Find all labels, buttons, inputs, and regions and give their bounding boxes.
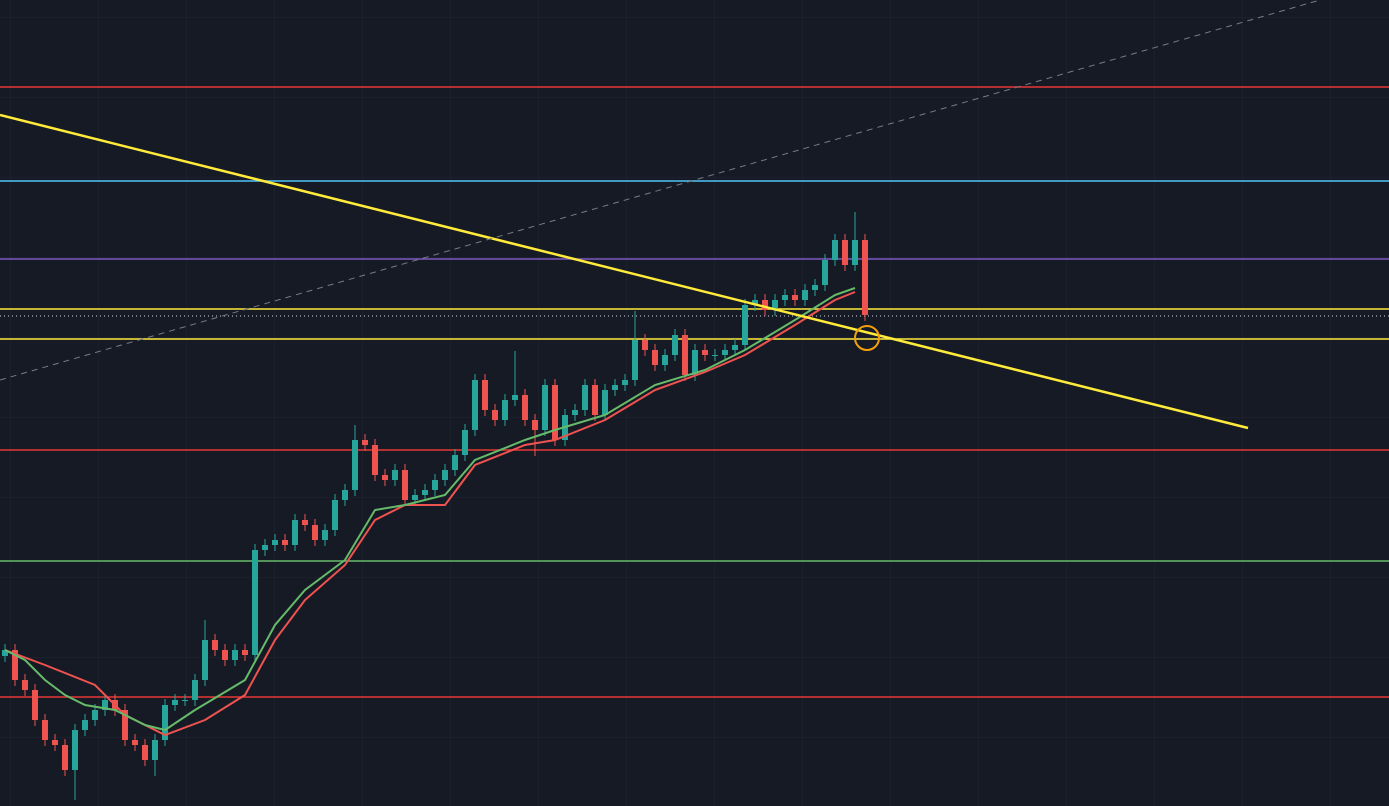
candle-body	[472, 380, 478, 430]
candle-body	[392, 470, 398, 480]
candle-body	[412, 495, 418, 500]
candle-body	[742, 305, 748, 345]
candle-body	[142, 745, 148, 760]
candle-body	[22, 680, 28, 690]
candle-body	[822, 260, 828, 285]
candle-body	[852, 240, 858, 265]
candle-body	[432, 480, 438, 490]
candle-body	[172, 700, 178, 705]
candle-body	[612, 385, 618, 390]
candle-body	[632, 340, 638, 380]
candle-body	[642, 340, 648, 350]
candle-body	[672, 335, 678, 355]
candle-body	[192, 680, 198, 700]
candle-body	[122, 710, 128, 740]
candle-body	[492, 410, 498, 420]
candle-body	[442, 470, 448, 480]
candle-body	[212, 640, 218, 650]
candle-body	[502, 400, 508, 420]
candle-body	[452, 455, 458, 470]
candle-body	[12, 650, 18, 680]
candle-body	[102, 700, 108, 710]
candle-body	[522, 395, 528, 420]
candle-body	[372, 445, 378, 475]
candle-body	[182, 700, 188, 701]
candle-body	[722, 350, 728, 355]
candle-body	[572, 410, 578, 415]
candle-body	[92, 710, 98, 720]
candle-body	[52, 740, 58, 745]
candle-body	[1, 650, 8, 656]
candle-body	[152, 740, 158, 760]
candle-body	[802, 290, 808, 300]
candle-body	[292, 520, 298, 545]
candle-body	[322, 530, 328, 540]
candle-body	[792, 295, 798, 300]
candle-body	[702, 350, 708, 355]
candle-body	[602, 390, 608, 415]
candle-body	[262, 545, 268, 550]
candle-body	[662, 355, 668, 365]
candle-body	[62, 745, 68, 770]
moving-average-line	[4, 287, 856, 732]
candle-body	[482, 380, 488, 410]
candle-body	[752, 300, 758, 305]
candle-body	[592, 385, 598, 415]
candle-body	[542, 385, 548, 430]
candle-body	[772, 300, 778, 310]
candle-body	[132, 740, 138, 745]
candle-body	[832, 240, 838, 260]
candle-body	[462, 430, 468, 455]
candle-body	[422, 490, 428, 495]
candle-body	[162, 705, 168, 740]
candle-body	[342, 490, 348, 500]
candle-body	[622, 380, 628, 385]
candle-body	[652, 350, 658, 365]
candle-body	[732, 345, 738, 350]
candle-body	[282, 540, 288, 545]
candle-body	[242, 650, 248, 655]
candle-body	[312, 525, 318, 540]
candle-body	[362, 440, 368, 445]
candle-body	[302, 520, 308, 525]
candle-body	[402, 470, 408, 500]
candle-body	[252, 550, 258, 655]
candle-body	[692, 350, 698, 375]
candle-body	[232, 650, 238, 660]
candle-body	[512, 395, 518, 400]
candle-body	[222, 650, 228, 660]
candle-body	[782, 295, 788, 300]
candle-body	[862, 240, 868, 315]
candle-body	[72, 730, 78, 770]
candle-body	[842, 240, 848, 265]
trend-line	[0, 113, 1249, 430]
candle-body	[352, 440, 358, 490]
candle-body	[202, 640, 208, 680]
candle-body	[332, 500, 338, 530]
candle-body	[382, 475, 388, 480]
candle-body	[82, 720, 88, 730]
candle-body	[762, 300, 768, 310]
candle-body	[582, 385, 588, 410]
candle-body	[712, 355, 718, 356]
candle-body	[812, 285, 818, 290]
candle-body	[552, 385, 558, 440]
candle-body	[532, 420, 538, 430]
annotation-circle	[854, 325, 880, 351]
trend-line	[0, 0, 1321, 381]
candle-body	[42, 720, 48, 740]
candle-body	[272, 540, 278, 545]
candle-body	[682, 335, 688, 375]
candle-body	[32, 690, 38, 720]
